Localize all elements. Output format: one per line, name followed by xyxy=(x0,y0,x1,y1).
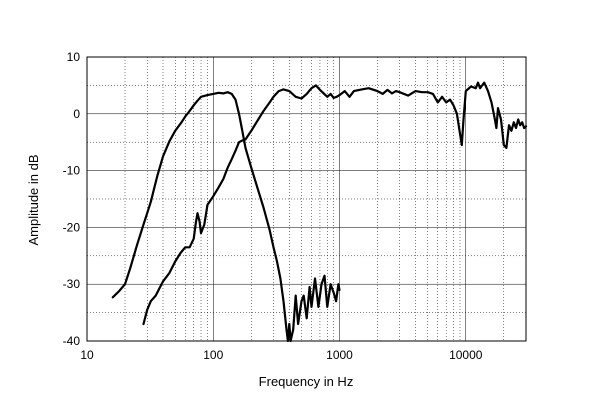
x-tick-label: 10 xyxy=(80,348,94,362)
y-tick-label: -20 xyxy=(63,220,81,234)
series-line-1 xyxy=(111,91,341,343)
y-axis-ticks: 10 0 -10 -20 -30 -40 xyxy=(63,50,81,348)
series-group xyxy=(111,81,528,343)
x-axis-ticks: 10 100 1000 10000 xyxy=(80,348,482,362)
y-tick-label: -40 xyxy=(63,334,81,348)
series-line-2 xyxy=(142,81,528,326)
plot-frame xyxy=(86,56,527,342)
x-axis-label: Frequency in Hz xyxy=(259,374,354,389)
y-tick-label: 0 xyxy=(73,107,80,121)
x-tick-label: 100 xyxy=(203,348,223,362)
y-tick-label: 10 xyxy=(67,50,81,64)
y-tick-label: -10 xyxy=(63,164,81,178)
y-axis-label: Amplitude in dB xyxy=(26,154,41,245)
x-tick-label: 10000 xyxy=(449,348,483,362)
y-tick-label: -30 xyxy=(63,277,81,291)
x-tick-label: 1000 xyxy=(326,348,353,362)
